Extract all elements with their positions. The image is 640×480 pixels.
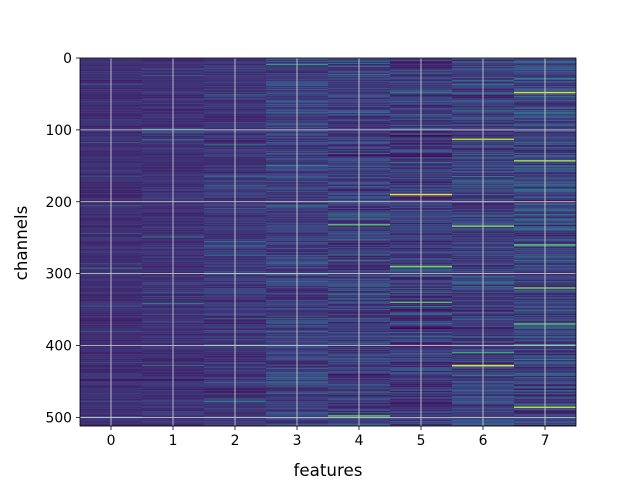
y-tick-label: 300 <box>45 267 72 283</box>
plot-frame <box>79 57 577 427</box>
y-tick-label: 400 <box>45 339 72 355</box>
x-tick-label: 6 <box>479 433 488 449</box>
x-tick-label: 1 <box>169 433 178 449</box>
x-tick-label: 5 <box>417 433 426 449</box>
x-tick-label: 4 <box>355 433 364 449</box>
y-axis-label: channels <box>11 206 31 281</box>
y-tick-label: 100 <box>45 123 72 139</box>
x-tick-label: 3 <box>293 433 302 449</box>
x-tick-label: 0 <box>107 433 116 449</box>
y-tick-label: 200 <box>45 195 72 211</box>
y-axis: 0 100 200 300 400 500 <box>45 51 80 426</box>
y-tick-label: 500 <box>45 410 72 426</box>
heatmap-cells <box>80 58 576 427</box>
x-tick-label: 7 <box>541 433 550 449</box>
x-axis: 0 1 2 3 4 5 6 7 <box>107 426 550 449</box>
x-axis-label: features <box>294 460 363 480</box>
x-tick-label: 2 <box>231 433 240 449</box>
y-tick-label: 0 <box>63 51 72 67</box>
